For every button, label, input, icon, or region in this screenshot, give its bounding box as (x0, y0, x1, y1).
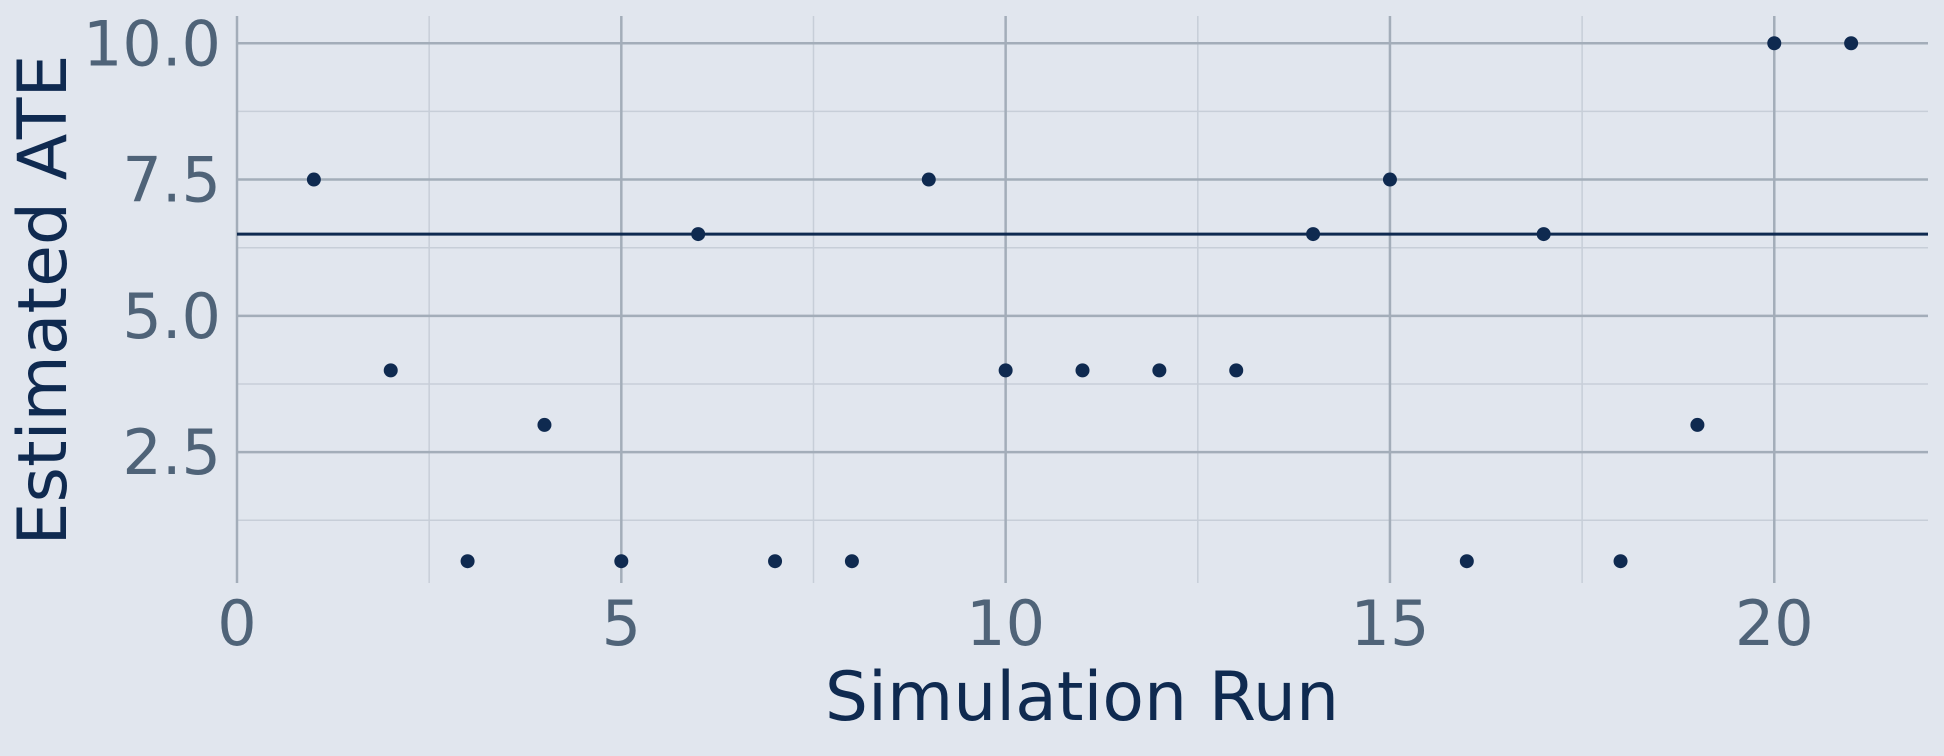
x-tick-label: 20 (1735, 587, 1814, 660)
x-tick-label: 15 (1351, 587, 1430, 660)
y-tick-label: 10.0 (83, 7, 221, 80)
data-points (306, 36, 1859, 569)
data-point (1306, 227, 1321, 242)
major-grid (235, 16, 1928, 583)
y-tick-label: 2.5 (122, 416, 221, 489)
data-point (1075, 363, 1090, 378)
data-point (1613, 554, 1628, 569)
y-axis-title: Estimated ATE (4, 55, 83, 546)
data-point (1536, 227, 1551, 242)
data-point (1767, 36, 1782, 51)
x-tick-label: 5 (602, 587, 641, 660)
data-point (844, 554, 859, 569)
y-axis-ticks: 2.5 5.0 7.5 10.0 (83, 7, 221, 489)
data-point (614, 554, 629, 569)
data-point (768, 554, 783, 569)
data-point (1459, 554, 1474, 569)
x-axis-ticks: 0 5 10 15 20 (217, 587, 1813, 660)
data-point (1690, 417, 1705, 432)
data-point (921, 172, 936, 187)
data-point (383, 363, 398, 378)
data-point (1382, 172, 1397, 187)
data-point (1152, 363, 1167, 378)
x-tick-label: 10 (966, 587, 1045, 660)
minor-grid (237, 16, 1928, 583)
data-point (998, 363, 1013, 378)
data-point (1844, 36, 1859, 51)
x-tick-label: 0 (217, 587, 256, 660)
data-point (691, 227, 706, 242)
y-tick-label: 7.5 (122, 144, 221, 217)
data-point (537, 417, 552, 432)
data-point (1229, 363, 1244, 378)
data-point (460, 554, 475, 569)
x-axis-title: Simulation Run (825, 658, 1339, 737)
data-point (306, 172, 321, 187)
y-tick-label: 5.0 (122, 280, 221, 353)
